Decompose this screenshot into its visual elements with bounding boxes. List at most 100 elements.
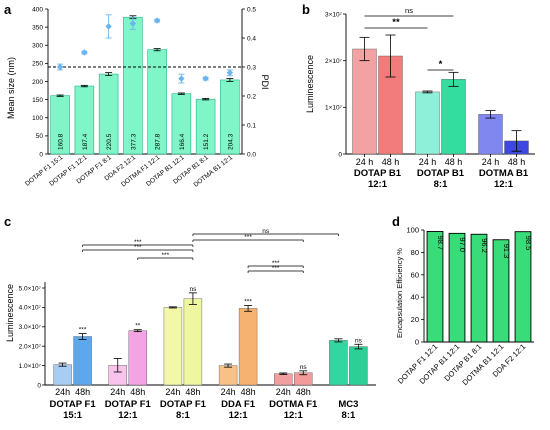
panel-b-ytick-label: 0 xyxy=(338,151,342,158)
panel-d-ytick-label: 80 xyxy=(411,248,419,257)
panel-c-ytick-label: 2.0×10⁷ xyxy=(19,344,42,351)
panel-c-sig-label: ns xyxy=(355,337,363,344)
panel-b-time-label: 48 h xyxy=(445,157,463,167)
panel-c-time-label: 24h xyxy=(110,387,125,397)
panel-c-time-label: 48h xyxy=(241,387,256,397)
panel-a-ytick-label: 150 xyxy=(32,97,43,104)
panel-a-ytick-label: 0 xyxy=(39,151,43,158)
panel-c-bar xyxy=(218,365,238,386)
panel-d-bar xyxy=(514,231,532,343)
panel-c-sig-label: ** xyxy=(135,323,141,330)
panel-c-bracket-label: *** xyxy=(162,252,170,259)
panel-c-group-label: MC3 xyxy=(338,399,358,410)
panel-b-time-label: 24 h xyxy=(419,157,437,167)
panel-c-bracket-label: ns xyxy=(262,228,270,235)
panel-a-ytick-label: 300 xyxy=(32,43,43,50)
panel-c-bracket-label: *** xyxy=(134,244,142,251)
panel-c-group-label: 12:1 xyxy=(229,410,249,421)
panel-c-bar xyxy=(53,364,72,386)
panel-c-ytick-label: 1.0×10⁷ xyxy=(19,363,42,370)
panel-c-bar xyxy=(329,340,348,386)
panel-a-y2tick-label: 0.3 xyxy=(247,64,256,71)
panel-b-group-label: DOTAP B1 xyxy=(354,168,402,179)
panel-a-value-label: 160.8 xyxy=(58,133,65,150)
panel-c-chart: Luminescence 0 1.0×10⁷ 2.0×10⁷ 3.0×10⁷ 4.0×1… xyxy=(5,228,376,421)
panel-a-ytick-label: 100 xyxy=(32,115,43,122)
panel-a-ytick-label: 400 xyxy=(32,6,43,13)
panel-a-pdi-marker xyxy=(56,63,64,71)
panel-c-bracket-label: *** xyxy=(272,260,280,267)
panel-c-group-label: DDA F1 xyxy=(221,399,256,410)
panel-c-sig-label: ns xyxy=(189,286,197,293)
panel-c-time-label: 24h xyxy=(221,387,236,397)
panel-b-bar xyxy=(478,114,503,155)
panel-b-bar xyxy=(352,48,377,155)
panel-a-value-label: 204.3 xyxy=(227,133,234,150)
panel-a-ytick-label: 350 xyxy=(32,24,43,31)
panel-c-time-label: 48h xyxy=(75,387,90,397)
panel-a-pdi-marker xyxy=(226,69,234,76)
panel-b-bracket-3-label: * xyxy=(439,59,443,70)
panel-a-y2tick-label: 0.5 xyxy=(247,6,256,13)
panel-b-ytick-label: 3×10⁷ xyxy=(325,11,343,18)
panel-b-ytick-label: 2×10⁷ xyxy=(325,58,343,65)
panel-b-bracket-2-label: ns xyxy=(405,6,413,15)
panel-label-d: d xyxy=(392,214,400,229)
panel-d-chart: Encapsulation Efficiency % 0 20 40 60 80 100 9… xyxy=(395,226,534,387)
panel-c-time-label: 24h xyxy=(165,387,180,397)
panel-c-ylabel: Luminescence xyxy=(5,284,15,342)
panel-a-chart: Mean size (nm) PDI 0 50 100 150 200 250 300 350… xyxy=(6,6,270,188)
panel-d-value-label: 96.2 xyxy=(480,238,489,253)
panel-c-bracket-label: *** xyxy=(134,239,142,246)
panel-d-value-label: 98.7 xyxy=(436,235,445,250)
panel-c-group-label: DOTAP F1 xyxy=(160,399,207,410)
panel-b-group-label: DOTMA B1 xyxy=(479,168,529,179)
panel-c-time-label: 24h xyxy=(55,387,70,397)
panel-a-ylabel: Mean size (nm) xyxy=(6,57,16,119)
panel-c-bar xyxy=(238,308,258,386)
panel-c-sig-label: *** xyxy=(244,298,252,305)
panel-c-bar xyxy=(183,298,203,386)
panel-b-time-label: 24 h xyxy=(356,157,374,167)
panel-b-group-label: 12:1 xyxy=(368,179,388,190)
panel-c-group-label: 8:1 xyxy=(176,410,190,421)
panel-d-bar xyxy=(426,231,444,343)
panel-d-value-label: 97.0 xyxy=(458,237,467,252)
panel-b-group-label: 8:1 xyxy=(434,179,448,190)
panel-c-time-label: 48h xyxy=(296,387,311,397)
panel-c-bracket-label: *** xyxy=(244,234,252,241)
panel-a-value-label: 166.4 xyxy=(179,133,186,150)
panel-a-ytick-label: 250 xyxy=(32,61,43,68)
panel-c-bar xyxy=(73,336,92,386)
panel-a-value-label: 151.2 xyxy=(203,133,210,150)
panel-a-pdi-marker xyxy=(129,20,137,27)
panel-a-pdi-marker xyxy=(178,75,185,82)
panel-a-y2tick-label: 0.4 xyxy=(247,35,256,42)
panel-c-ytick-label: 4.0×10⁷ xyxy=(19,305,42,312)
panel-b-group-label: DOTAP B1 xyxy=(417,168,465,179)
panel-d-ytick-label: 100 xyxy=(406,226,419,235)
panel-a-value-label: 287.8 xyxy=(155,133,162,150)
panel-b-ylabel: Luminescence xyxy=(305,55,315,113)
panel-b-time-label: 48 h xyxy=(508,157,526,167)
panel-d-ytick-label: 0 xyxy=(415,338,419,347)
panel-c-bar xyxy=(163,307,183,386)
panel-c-time-label: 48h xyxy=(185,387,200,397)
panel-c-bar xyxy=(349,346,368,386)
panel-a-pdi-marker xyxy=(153,17,161,24)
panel-c-group-label: 15:1 xyxy=(63,410,83,421)
panel-b-time-label: 24 h xyxy=(482,157,500,167)
panel-label-c: c xyxy=(4,214,11,229)
panel-a-y2label: PDI xyxy=(260,74,270,89)
panel-d-value-label: 98.5 xyxy=(524,236,533,251)
panel-c-group-label: 8:1 xyxy=(342,410,356,421)
panel-d-ytick-label: 20 xyxy=(411,315,419,324)
panel-c-bar xyxy=(128,330,147,386)
panel-c-time-label: 48h xyxy=(130,387,145,397)
panel-b-bar xyxy=(441,79,466,155)
panel-c-time-label: 24h xyxy=(276,387,291,397)
panel-b-group-label: 12:1 xyxy=(494,179,514,190)
panel-c-ytick-label: 3.0×10⁷ xyxy=(19,324,42,331)
panel-d-bar xyxy=(448,232,466,343)
